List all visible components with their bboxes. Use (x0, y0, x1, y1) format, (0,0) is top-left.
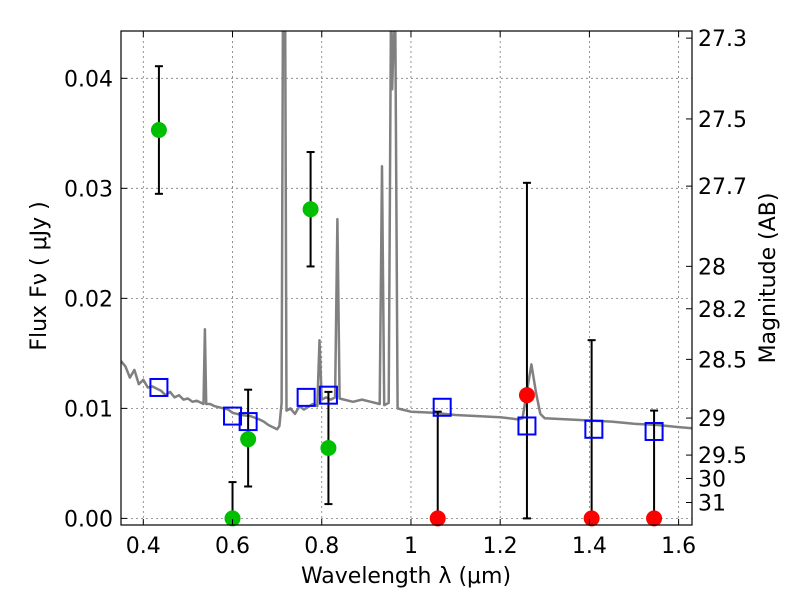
x-axis-label: Wavelength λ (μm) (301, 564, 511, 589)
upper-limit-point (646, 510, 663, 527)
mag-tick-label: 28 (698, 255, 726, 280)
plot-background (121, 31, 692, 525)
mag-tick-label: 29 (698, 407, 726, 432)
detection-point (224, 510, 241, 527)
x-tick-label: 1 (404, 534, 418, 559)
ticks: 0.4 0.6 0.8 1 1.2 1.4 1.6 0.00 0.01 0.02 0.03 0.04 2… (64, 27, 747, 559)
detection-point (320, 439, 337, 456)
mag-tick-label: 28.2 (698, 298, 747, 323)
marker-layer (149, 122, 664, 527)
x-tick-label: 1.4 (572, 534, 607, 559)
model-photometry-point (238, 412, 258, 432)
detection-point (302, 201, 319, 218)
y-right-axis-label: Magnitude (AB) (756, 193, 781, 364)
model-photometry-point (517, 416, 537, 436)
y-tick-label: 0.04 (64, 67, 113, 92)
mag-tick-label: 27.3 (698, 27, 747, 52)
mag-tick-label: 31 (698, 491, 726, 516)
model-photometry-point (296, 387, 316, 407)
model-photometry-point (149, 377, 169, 397)
x-tick-label: 1.2 (483, 534, 518, 559)
model-photometry-point (432, 397, 452, 417)
mag-tick-label: 28.5 (698, 348, 747, 373)
y-tick-label: 0.03 (64, 177, 113, 202)
model-photometry-point (318, 385, 338, 405)
y-tick-label: 0.01 (64, 397, 113, 422)
plot-frame (120, 30, 693, 526)
x-tick-label: 0.4 (126, 534, 161, 559)
upper-limit-point (429, 510, 446, 527)
mag-tick-label: 27.7 (698, 175, 747, 200)
mag-tick-label: 27.5 (698, 108, 747, 133)
x-tick-label: 0.6 (215, 534, 250, 559)
detection-point (240, 431, 257, 448)
model-photometry-point (584, 419, 604, 439)
detection-point (150, 122, 167, 139)
mag-tick-label: 29.5 (698, 444, 747, 469)
upper-limit-point (518, 387, 535, 404)
y-tick-label: 0.00 (64, 507, 113, 532)
upper-limit-point (583, 510, 600, 527)
model-photometry-point (644, 421, 664, 441)
y-tick-label: 0.02 (64, 287, 113, 312)
y-axis-label: Flux Fν ( μJy ) (27, 201, 52, 350)
model-photometry-point (223, 406, 243, 426)
mag-tick-label: 30 (698, 467, 726, 492)
x-tick-label: 1.6 (661, 534, 696, 559)
x-tick-label: 0.8 (304, 534, 339, 559)
